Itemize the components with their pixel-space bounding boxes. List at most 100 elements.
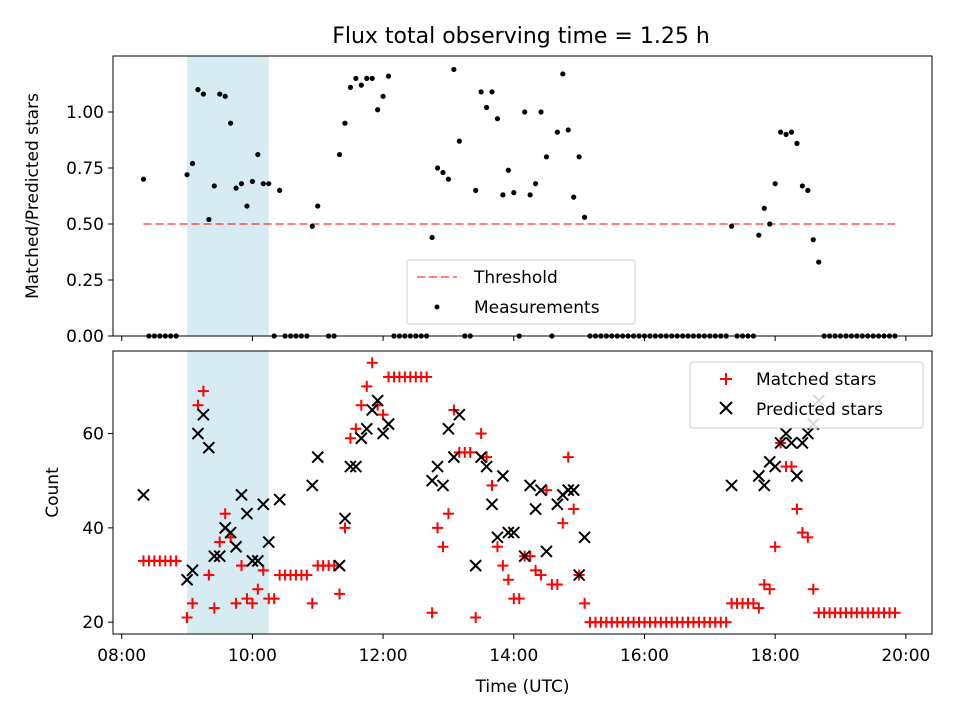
matched-star-marker (366, 357, 378, 369)
predicted-star-marker (431, 460, 444, 473)
measurement-point (756, 232, 762, 238)
measurement-point (761, 205, 767, 211)
predicted-star-marker (496, 469, 510, 483)
count-x-tick-label: 20:00 (881, 646, 930, 666)
measurement-point (451, 66, 457, 73)
measurement-point (543, 154, 550, 160)
matched-star-marker (530, 564, 542, 576)
matched-star-marker (720, 616, 732, 628)
predicted-star-marker (567, 483, 580, 497)
measurement-point (788, 129, 795, 135)
predicted-star-marker (229, 540, 243, 553)
measurement-point (195, 87, 201, 93)
matched-star-marker (579, 597, 591, 609)
matched-star-marker (524, 550, 536, 562)
predicted-star-marker (235, 488, 248, 502)
measurement-point (353, 75, 359, 81)
matched-star-marker (470, 611, 482, 623)
count-x-tick-label: 10:00 (228, 646, 277, 666)
predicted-star-marker (371, 394, 384, 407)
matched-star-marker (464, 446, 476, 458)
matched-star-marker (268, 593, 280, 605)
matched-star-marker (334, 588, 346, 600)
predicted-star-marker (518, 549, 531, 563)
predicted-star-marker (344, 460, 357, 473)
measurement-point (429, 234, 435, 241)
predicted-star-marker (137, 488, 150, 502)
predicted-star-marker (246, 554, 259, 568)
count-x-ticks: 08:00 10:00 12:00 14:00 16:00 18:00 20:00 (97, 634, 930, 666)
matched-star-marker (764, 583, 776, 595)
predicted-star-marker (469, 559, 482, 572)
predicted-star-marker (425, 474, 439, 487)
matched-star-marker (344, 432, 356, 444)
measurement-point (260, 181, 266, 187)
predicted-star-marker (180, 573, 194, 586)
predicted-star-marker (349, 460, 363, 473)
figure-title: Flux total observing time = 1.25 h (332, 24, 710, 49)
measurement-point (554, 129, 560, 135)
matched-star-marker (236, 560, 248, 572)
measurement-point (375, 107, 381, 113)
predicted-star-marker (551, 498, 564, 511)
predicted-star-marker (382, 417, 395, 431)
measurement-point (538, 109, 544, 115)
matched-star-marker (350, 423, 362, 435)
count-panel: 20 40 60 08:00 10:00 12:00 14:00 16:00 18:00 20:… (43, 350, 933, 697)
predicted-star-marker (578, 531, 591, 544)
measurement-point (783, 131, 789, 137)
matched-star-marker (568, 503, 580, 515)
measurement-point (522, 109, 528, 115)
measurement-point (456, 138, 462, 144)
legend-predicted-label: Predicted stars (756, 400, 883, 420)
matched-star-marker (481, 451, 493, 463)
measurement-point (799, 183, 805, 189)
predicted-star-marker (752, 469, 766, 483)
matched-star-marker (491, 541, 503, 553)
measurement-point (233, 185, 239, 191)
ratio-y-tick-label: 0.75 (66, 159, 104, 179)
predicted-star-marker (355, 432, 368, 445)
measurement-point (805, 187, 811, 193)
matched-star-marker (747, 597, 759, 609)
ratio-legend-box (406, 259, 636, 325)
measurement-point (336, 151, 343, 158)
predicted-star-marker (768, 460, 782, 473)
matched-star-marker (377, 409, 389, 421)
measurement-point (342, 120, 348, 126)
measurement-point (309, 223, 315, 229)
matched-star-marker (192, 399, 204, 411)
predicted-star-marker (474, 450, 488, 464)
predicted-star-marker (338, 512, 352, 525)
matched-star-marker (328, 560, 340, 572)
measurement-point (473, 187, 479, 193)
measurement-point (380, 93, 386, 99)
measurement-point (255, 151, 261, 158)
measurement-point (347, 84, 354, 90)
count-x-tick-label: 08:00 (97, 646, 146, 666)
measurement-point (184, 172, 190, 178)
predicted-star-marker (224, 526, 237, 539)
predicted-star-marker (436, 479, 450, 492)
predicted-star-marker (360, 422, 373, 436)
measurement-point (249, 178, 256, 185)
count-legend-box (689, 361, 924, 429)
matched-star-marker (557, 517, 569, 529)
matched-star-marker (791, 503, 803, 515)
ratio-y-ticks: 0.00 0.25 0.50 0.75 1.00 (66, 103, 113, 347)
predicted-star-marker (273, 493, 286, 506)
ratio-y-tick-label: 1.00 (66, 103, 104, 123)
matched-star-marker (421, 371, 433, 383)
count-x-tick-label: 16:00 (620, 646, 669, 666)
legend-measurements-label: Measurements (474, 298, 600, 318)
matched-star-marker (187, 597, 199, 609)
matched-star-marker (170, 555, 182, 567)
predicted-star-marker (790, 469, 804, 483)
predicted-star-marker (480, 460, 493, 473)
predicted-star-marker (257, 498, 270, 511)
measurement-point (206, 216, 212, 223)
measurement-point (315, 203, 321, 209)
predicted-star-marker (208, 549, 221, 563)
predicted-star-marker (442, 422, 455, 436)
matched-star-marker (241, 593, 253, 605)
